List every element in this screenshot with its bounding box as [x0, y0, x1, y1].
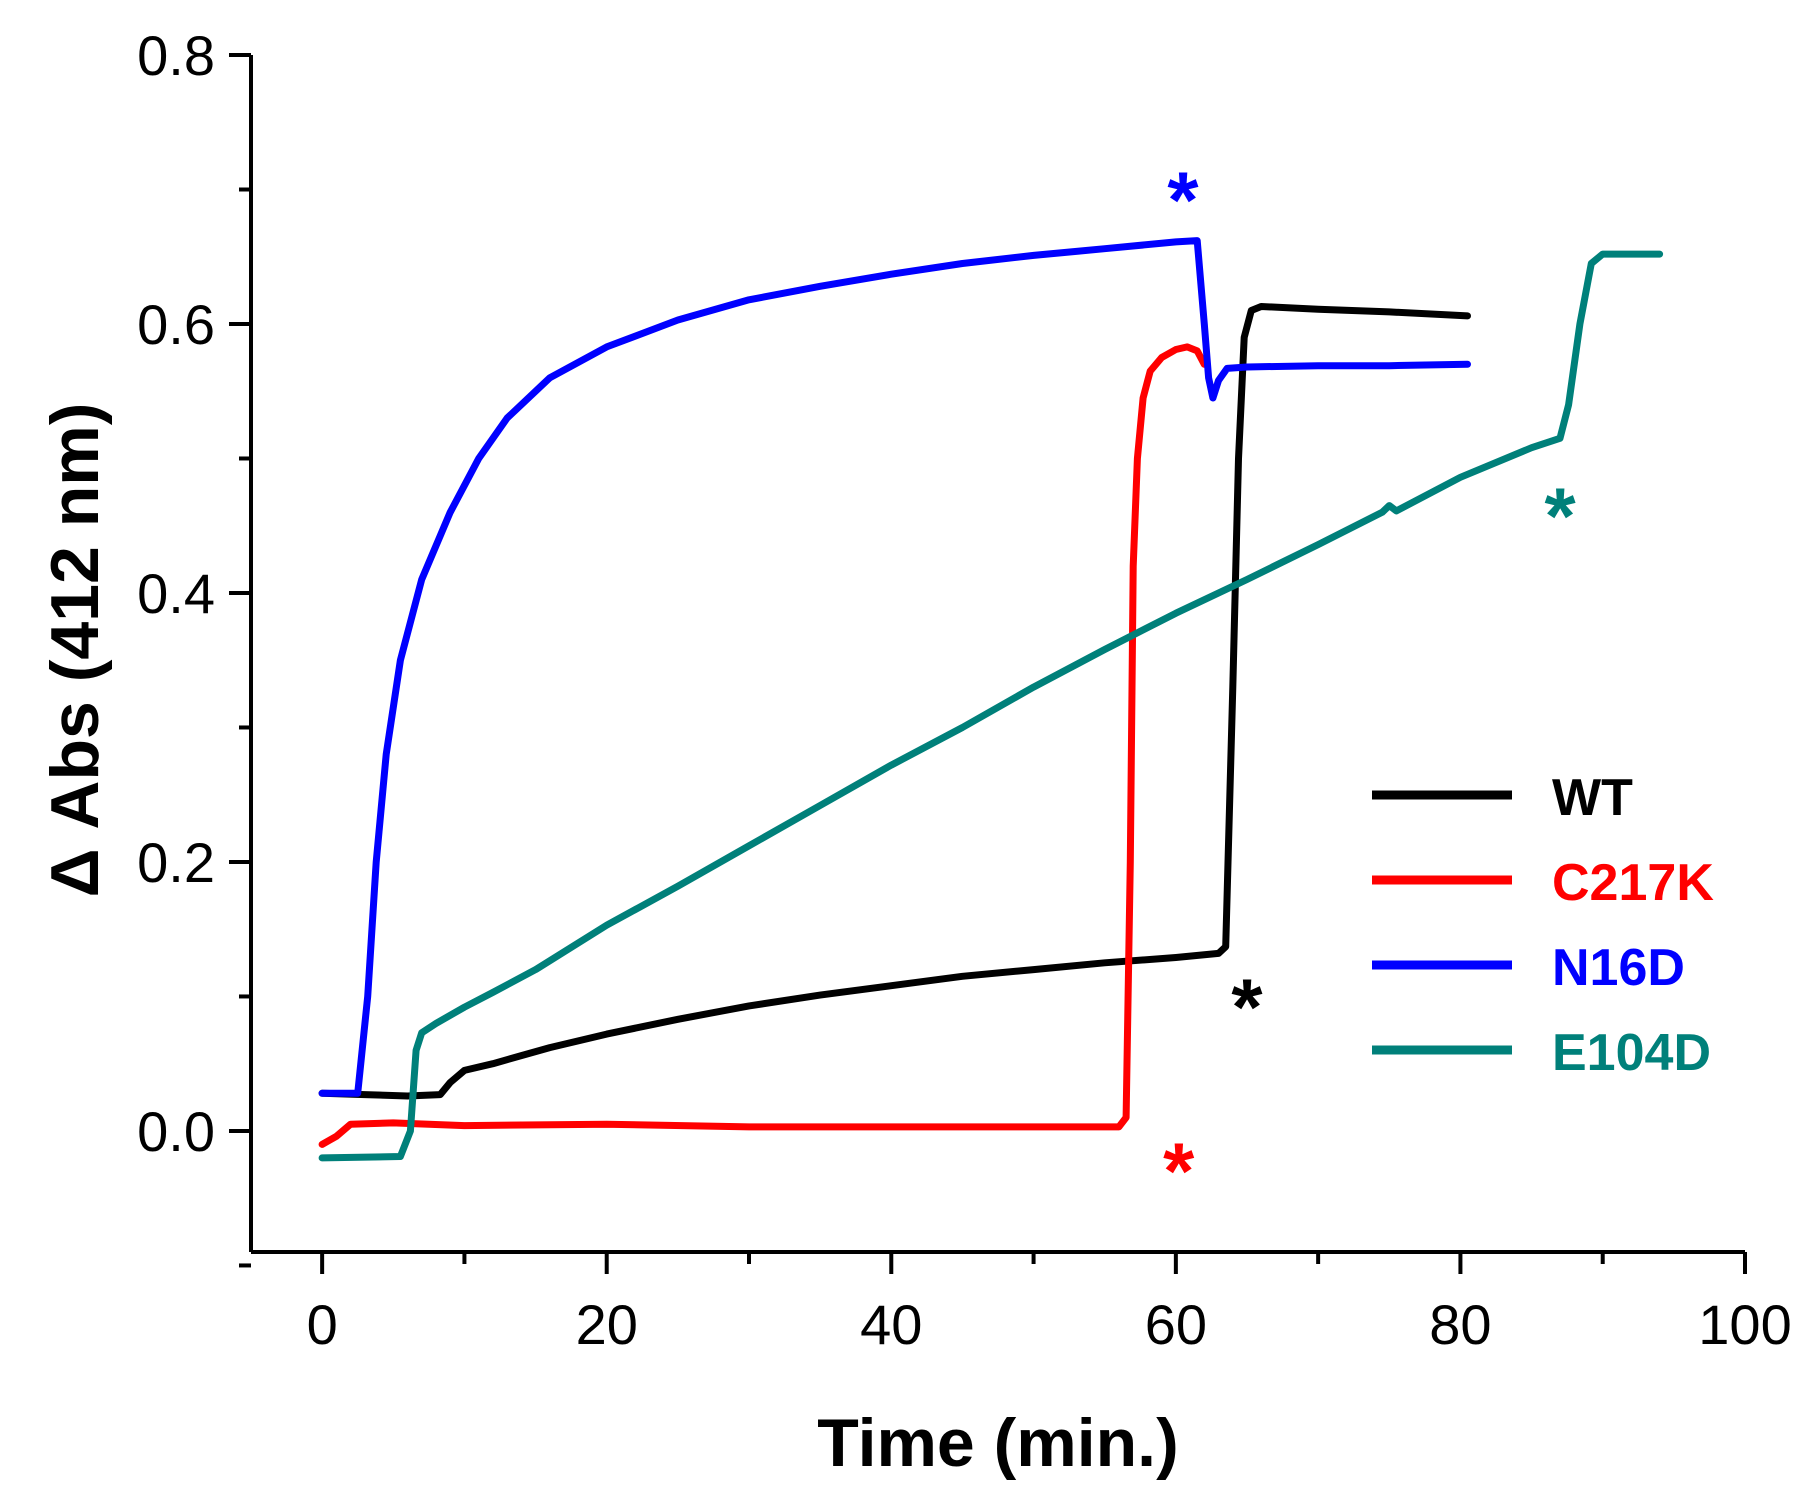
legend-label-wt: WT	[1552, 769, 1633, 827]
x-tick-label-60: 60	[1145, 1293, 1207, 1356]
plot-lines	[318, 237, 1664, 1162]
x-tick-label-0: 0	[307, 1293, 338, 1356]
y-axis-title: Δ Abs (412 nm)	[37, 403, 113, 898]
tick-labels: 0 20 40 60 80 100 0.0 0.2 0.4 0.6 0.8	[137, 24, 1792, 1356]
x-tick-label-80: 80	[1429, 1293, 1491, 1356]
asterisk-marker-c217k: *	[1163, 1127, 1195, 1216]
asterisk-marker-e104d: *	[1544, 472, 1576, 561]
y-tick-label-0.8: 0.8	[137, 24, 215, 87]
y-tick-label-0.2: 0.2	[137, 831, 215, 894]
legend-label-c217k: C217K	[1552, 854, 1714, 912]
legend-entry-n16d: N16D	[1372, 939, 1685, 997]
x-tick-label-100: 100	[1698, 1293, 1791, 1356]
y-tick-label-0.6: 0.6	[137, 293, 215, 356]
series-line-wt	[318, 303, 1471, 1100]
legend-label-n16d: N16D	[1552, 939, 1685, 997]
y-tick-label-0.4: 0.4	[137, 562, 215, 625]
x-tick-label-40: 40	[860, 1293, 922, 1356]
asterisk-marker-n16d: *	[1167, 155, 1199, 244]
x-tick-label-20: 20	[576, 1293, 638, 1356]
series-markers: * * * *	[1163, 155, 1576, 1215]
legend-label-e104d: E104D	[1552, 1024, 1711, 1082]
asterisk-marker-wt: *	[1231, 962, 1263, 1051]
y-tick-label-0.0: 0.0	[137, 1100, 215, 1163]
legend-entry-wt: WT	[1372, 769, 1633, 827]
series-line-n16d	[318, 237, 1471, 1097]
series-line-e104d	[318, 250, 1664, 1162]
x-axis-title: Time (min.)	[817, 1405, 1178, 1481]
legend: WT C217K N16D E104D	[1372, 769, 1714, 1082]
series-line-c217k	[318, 343, 1208, 1148]
legend-entry-e104d: E104D	[1372, 1024, 1711, 1082]
ticks	[229, 53, 1747, 1274]
axes	[249, 55, 1745, 1254]
legend-entry-c217k: C217K	[1372, 854, 1714, 912]
